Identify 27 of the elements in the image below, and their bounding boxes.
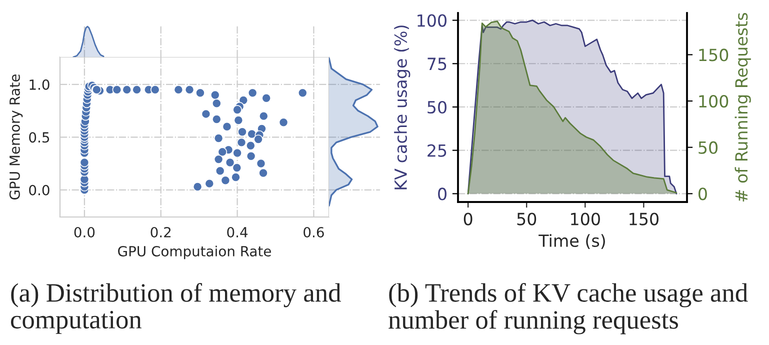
y2-tick-label: 150 bbox=[699, 48, 728, 62]
y-tick-label: 75 bbox=[428, 58, 446, 70]
y-tick-label: 25 bbox=[428, 144, 446, 157]
x-axis-title: Time (s) bbox=[538, 234, 605, 249]
x-axis-title: GPU Computaion Rate bbox=[118, 246, 271, 260]
x-tick-label: 0.2 bbox=[150, 226, 171, 238]
x-tick-label: 0.4 bbox=[227, 226, 248, 238]
y-tick-label: 0.0 bbox=[29, 184, 50, 196]
x-tick-label: 50 bbox=[517, 212, 536, 226]
x-tick-label: 100 bbox=[571, 212, 600, 226]
x-tick-label: 150 bbox=[630, 212, 658, 226]
y-axis-title: GPU Memory Rate bbox=[9, 74, 23, 200]
y2-tick-label: 100 bbox=[699, 94, 728, 108]
y-tick-label: 0.5 bbox=[29, 132, 50, 143]
y2-tick-label: 50 bbox=[698, 141, 718, 154]
y-axis-title: KV cache usage (%) bbox=[394, 26, 410, 190]
text: (b) Trends of KV cache usage and number of running requests bbox=[388, 283, 748, 334]
y-tick-label: 1.0 bbox=[30, 79, 50, 90]
y-tick-label: 100 bbox=[418, 14, 446, 27]
x-tick-label: 0.6 bbox=[304, 226, 324, 238]
x-tick-label: 0.0 bbox=[74, 226, 95, 238]
x-tick-label: 0 bbox=[464, 212, 472, 226]
y-tick-label: 50 bbox=[428, 100, 446, 114]
y-tick-label: 0 bbox=[438, 188, 446, 200]
text: (a) Distribution of memory and computation bbox=[11, 283, 341, 334]
y2-axis-title: # of Running Requests bbox=[734, 13, 751, 202]
y2-tick-label: 0 bbox=[698, 188, 707, 200]
